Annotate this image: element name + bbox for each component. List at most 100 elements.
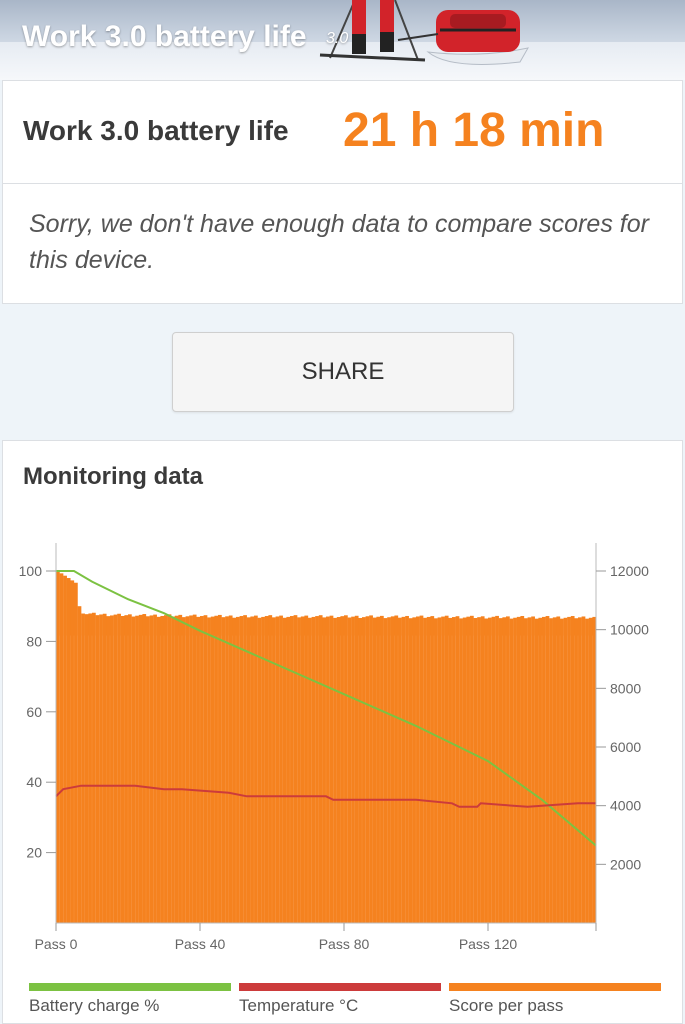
score-bar: [509, 618, 514, 923]
score-bar: [405, 615, 409, 923]
score-bar: [362, 617, 366, 923]
score-bar: [261, 616, 265, 923]
score-bar: [488, 617, 492, 923]
score-bar: [156, 616, 161, 923]
score-bar: [448, 617, 453, 923]
score-bar: [473, 618, 478, 923]
score-bar: [502, 617, 507, 923]
score-bar: [225, 616, 229, 923]
score-bar: [66, 578, 71, 923]
score-bar: [556, 616, 561, 923]
score-bar: [426, 616, 431, 923]
score-bar: [581, 616, 586, 923]
score-bar: [200, 616, 204, 923]
monitoring-title: Monitoring data: [23, 463, 203, 490]
score-bar: [387, 617, 391, 923]
score-bar: [567, 616, 571, 923]
score-bar: [131, 616, 136, 923]
legend-swatch: [239, 983, 441, 991]
score-bar: [290, 616, 294, 923]
score-bar: [120, 616, 125, 923]
score-bar: [372, 617, 377, 923]
hero-banner: Work 3.0 battery life 3.0: [0, 0, 685, 80]
score-bar: [401, 616, 406, 923]
score-bar: [340, 616, 345, 923]
score-bar: [477, 617, 481, 923]
score-bar: [459, 618, 463, 923]
score-bar: [462, 617, 467, 923]
score-bar: [322, 617, 327, 923]
score-bar: [452, 617, 456, 923]
score-bar: [81, 613, 85, 923]
score-bar: [390, 616, 395, 923]
score-bar: [246, 617, 251, 923]
score-bar: [495, 615, 499, 923]
legend-label: Temperature °C: [239, 996, 358, 1015]
comparison-notice-card: Sorry, we don't have enough data to comp…: [2, 184, 683, 304]
score-bar: [138, 614, 143, 923]
score-bar: [563, 617, 568, 923]
skier-illustration: [319, 0, 529, 65]
score-bar: [63, 575, 67, 923]
score-bar: [347, 617, 352, 923]
score-bar: [74, 582, 78, 923]
score-bar: [236, 616, 240, 923]
score-bar: [480, 616, 485, 923]
left-tick-label: 60: [26, 704, 42, 720]
score-bar: [376, 616, 381, 923]
legend-swatch: [29, 983, 231, 991]
score-bar: [214, 615, 219, 923]
x-tick-label: Pass 120: [459, 936, 518, 952]
score-bar: [189, 615, 193, 923]
score-bar: [59, 573, 64, 923]
score-bar: [264, 616, 269, 923]
score-bar: [336, 617, 341, 923]
score-bar: [117, 613, 121, 923]
score-card: Work 3.0 battery life 21 h 18 min: [2, 80, 683, 184]
monitoring-chart: 20 40 60 80 100 2000 4000 6000 8000 10000 12000 Pas…: [19, 543, 661, 1015]
score-bar: [99, 614, 103, 923]
score-bar: [383, 618, 388, 923]
score-bar: [243, 615, 247, 923]
score-bar: [570, 616, 575, 923]
score-bar: [293, 615, 298, 923]
score-bar: [394, 615, 399, 923]
score-bar: [588, 617, 593, 923]
score-bar: [102, 613, 107, 923]
monitoring-chart-card: 20 40 60 80 100 2000 4000 6000 8000 10000 12000 Pas…: [2, 517, 683, 1024]
left-tick-label: 80: [26, 633, 42, 649]
score-bar: [124, 615, 129, 923]
score-bar: [110, 615, 114, 923]
score-bar: [178, 614, 183, 923]
score-bar: [326, 616, 330, 923]
score-bar: [419, 615, 424, 923]
score-bar: [84, 614, 89, 923]
score-bar: [542, 616, 546, 923]
score-bar: [466, 616, 471, 923]
hero-snow: [0, 42, 685, 80]
score-bar: [380, 615, 384, 923]
monitoring-header: Monitoring data: [2, 440, 683, 518]
score-bar: [297, 617, 301, 923]
score-bar: [592, 616, 597, 923]
score-bar: [207, 617, 211, 923]
score-bar: [549, 618, 553, 923]
score-bar: [250, 616, 255, 923]
left-tick-label: 100: [19, 563, 43, 579]
score-bar: [358, 617, 363, 923]
legend-label: Score per pass: [449, 996, 563, 1015]
score-bar: [308, 617, 312, 923]
hero-version: 3.0: [326, 30, 349, 47]
score-bar: [113, 614, 118, 923]
score-bar: [365, 616, 370, 923]
score-bar: [257, 617, 262, 923]
score-bar: [149, 615, 154, 923]
left-tick-label: 20: [26, 845, 42, 861]
score-bar: [560, 618, 564, 923]
right-tick-label: 6000: [610, 739, 641, 755]
score-bar: [470, 615, 474, 923]
score-bar: [333, 617, 337, 923]
share-button[interactable]: SHARE: [172, 332, 514, 412]
score-bar: [531, 616, 535, 923]
score-bar: [164, 615, 168, 923]
